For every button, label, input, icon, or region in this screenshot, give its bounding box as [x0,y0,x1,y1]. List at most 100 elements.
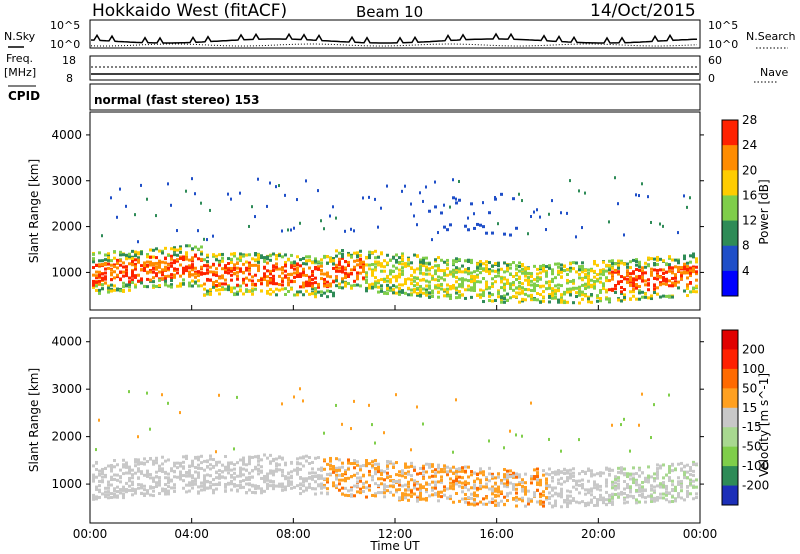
velocity-cell [206,459,209,463]
velocity-cell [128,488,131,492]
power-cell [635,258,638,262]
power-cell [632,258,635,262]
velocity-cell [563,471,566,475]
power-cell [380,284,383,288]
power-cell [491,269,494,273]
power-cell [407,277,410,281]
power-cell [557,283,560,287]
power-cell [407,293,410,297]
power-cell [455,260,458,264]
power-cell [374,276,377,280]
velocity-cell [320,485,323,489]
y-tick-label: 4000 [51,335,82,349]
velocity-cell [617,492,620,496]
power-cell [440,287,443,291]
power-cell [170,247,173,251]
velocity-cell [413,479,416,483]
power-cell [476,293,479,297]
power-cell [572,301,575,305]
power-cell [521,286,524,290]
power-cell [167,274,170,278]
velocity-cell [197,485,200,489]
power-cell [530,274,533,278]
power-cell [137,273,140,277]
velocity-cell [293,468,296,472]
velocity-cell [170,469,173,473]
power-cell [665,294,668,298]
power-cell [218,283,221,287]
power-cell [602,282,605,286]
velocity-cell [95,460,98,464]
velocity-cell [458,469,461,473]
power-cell [419,262,422,266]
power-cell [557,289,560,293]
power-cell [461,277,464,281]
velocity-cell [407,493,410,497]
velocity-cell [584,471,587,475]
power-cell [443,225,446,229]
power-cell [482,294,485,298]
power-cell [218,288,221,292]
velocity-cell [578,479,581,483]
velocity-cell [116,490,119,494]
power-cell [494,275,497,279]
power-cell [557,270,560,274]
power-cell [485,283,488,287]
power-cell [656,272,659,276]
velocity-cell [467,488,470,492]
power-cell [98,263,101,267]
velocity-cell [629,494,632,498]
velocity-cell [419,471,422,475]
power-cell [542,299,545,303]
velocity-cell [494,476,497,480]
power-cell [167,284,170,288]
velocity-cell [518,475,521,479]
power-cell [401,252,404,256]
velocity-cell [224,455,227,459]
power-cell [224,264,227,268]
velocity-cell [341,461,344,465]
velocity-cell [362,489,365,493]
power-cell [224,282,227,286]
velocity-cell [299,492,302,496]
power-cell [422,278,425,282]
power-cell [521,291,524,295]
velocity-cell [341,465,344,469]
power-cell [266,282,269,286]
velocity-cell [275,457,278,461]
power-cell [485,266,488,270]
power-cell [332,257,335,261]
power-cell [524,287,527,291]
power-cell [455,267,458,271]
velocity-cell [317,484,320,488]
power-cell [398,290,401,294]
velocity-cell [98,484,101,488]
power-cell [293,267,296,271]
velocity-cell [479,500,482,504]
power-cell [578,291,581,295]
velocity-cell [464,465,467,469]
velocity-cell [191,479,194,483]
power-cell [491,277,494,281]
velocity-cell [551,479,554,483]
power-cell [113,270,116,274]
power-cell [245,266,248,270]
velocity-cell [650,494,653,498]
power-cell [674,273,677,277]
power-cell [413,284,416,288]
power-cell [173,275,176,279]
velocity-cell [338,482,341,486]
power-cell [365,263,368,267]
velocity-cell [506,478,509,482]
power-cell [308,284,311,288]
power-cell [245,260,248,264]
power-cell [356,263,359,267]
power-cell [221,286,224,290]
velocity-cell [317,467,320,471]
velocity-cell [302,489,305,493]
power-cell [455,197,457,201]
power-cell [302,271,305,275]
power-cell [524,274,527,278]
power-cell [152,270,155,274]
power-cell [524,271,527,275]
